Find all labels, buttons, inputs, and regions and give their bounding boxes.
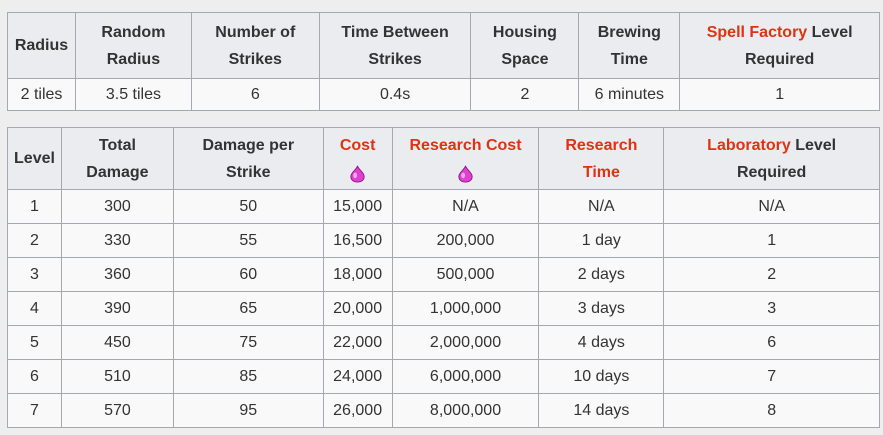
damage-per-strike-cell: 50 xyxy=(172,189,324,224)
spell-factory-link[interactable]: Spell Factory xyxy=(706,23,808,41)
damage-per-strike-cell: 60 xyxy=(172,257,324,292)
brewing-cell: 6 minutes xyxy=(578,78,681,111)
research-cost-cell: 500,000 xyxy=(391,257,540,292)
radius-header: Radius xyxy=(7,12,76,79)
table-row: 4 390 65 20,000 1,000,000 3 days 3 xyxy=(7,291,880,326)
level-cell: 3 xyxy=(7,257,62,292)
laboratory-level-cell: 6 xyxy=(663,325,880,360)
research-cost-cell: 8,000,000 xyxy=(391,393,540,428)
laboratory-level-cell: 1 xyxy=(663,223,880,258)
level-cell: 7 xyxy=(7,393,62,428)
cost-cell: 16,500 xyxy=(322,223,393,258)
damage-per-strike-cell: 95 xyxy=(172,393,324,428)
research-cost-cell: 200,000 xyxy=(391,223,540,258)
research-cost-link[interactable]: Research Cost xyxy=(409,136,522,154)
time-between-strikes-header: Time Between Strikes xyxy=(318,12,472,79)
random-radius-header: Random Radius xyxy=(74,12,192,79)
table-row: 7 570 95 26,000 8,000,000 14 days 8 xyxy=(7,393,880,428)
laboratory-level-cell: 7 xyxy=(663,359,880,394)
research-time-cell: 10 days xyxy=(538,359,665,394)
damage-per-strike-cell: 65 xyxy=(172,291,324,326)
laboratory-level-cell: 3 xyxy=(663,291,880,326)
level-cell: 4 xyxy=(7,291,62,326)
level-cell: 2 xyxy=(7,223,62,258)
laboratory-level-cell: 8 xyxy=(663,393,880,428)
table-row: 2 330 55 16,500 200,000 1 day 1 xyxy=(7,223,880,258)
research-time-cell: N/A xyxy=(538,189,665,224)
cost-cell: 24,000 xyxy=(322,359,393,394)
spell-factory-level-header: Spell Factory Level Required xyxy=(679,12,880,79)
laboratory-link[interactable]: Laboratory xyxy=(707,136,791,154)
research-cost-cell: N/A xyxy=(391,189,540,224)
radius-cell: 2 tiles xyxy=(7,78,76,111)
cost-cell: 15,000 xyxy=(322,189,393,224)
total-damage-cell: 510 xyxy=(60,359,174,394)
cost-cell: 18,000 xyxy=(322,257,393,292)
laboratory-level-header: Laboratory Level Required xyxy=(663,127,880,190)
research-cost-cell: 6,000,000 xyxy=(391,359,540,394)
table-row: 5 450 75 22,000 2,000,000 4 days 6 xyxy=(7,325,880,360)
research-time-cell: 2 days xyxy=(538,257,665,292)
levels-body: 1 300 50 15,000 N/A N/A N/A 2 330 55 16,500 200,000… xyxy=(7,189,880,428)
total-damage-cell: 300 xyxy=(60,189,174,224)
total-damage-cell: 570 xyxy=(60,393,174,428)
cost-cell: 20,000 xyxy=(322,291,393,326)
strikes-cell: 6 xyxy=(190,78,320,111)
laboratory-level-cell: N/A xyxy=(663,189,880,224)
cost-header: Cost xyxy=(322,127,393,190)
table-row: 1 300 50 15,000 N/A N/A N/A xyxy=(7,189,880,224)
research-time-link-line2[interactable]: Time xyxy=(582,163,620,181)
spell-stats-table: Radius Random Radius Number of Strikes Tim… xyxy=(7,12,880,111)
spell-factory-level-cell: 1 xyxy=(679,78,880,111)
table-row: 3 360 60 18,000 500,000 2 days 2 xyxy=(7,257,880,292)
levels-header-row: Level Total Damage Damage per Strike Cost … xyxy=(7,127,880,190)
level-cell: 6 xyxy=(7,359,62,394)
total-damage-cell: 450 xyxy=(60,325,174,360)
number-of-strikes-header: Number of Strikes xyxy=(190,12,320,79)
research-time-header: Research Time xyxy=(538,127,665,190)
research-time-cell: 4 days xyxy=(538,325,665,360)
cost-cell: 26,000 xyxy=(322,393,393,428)
elixir-drop-icon xyxy=(350,165,365,183)
level-cell: 5 xyxy=(7,325,62,360)
housing-space-header: Housing Space xyxy=(470,12,580,79)
research-cost-cell: 2,000,000 xyxy=(391,325,540,360)
damage-per-strike-cell: 55 xyxy=(172,223,324,258)
total-damage-cell: 330 xyxy=(60,223,174,258)
level-stats-table: Level Total Damage Damage per Strike Cost … xyxy=(7,127,880,428)
total-damage-header: Total Damage xyxy=(60,127,174,190)
research-time-cell: 3 days xyxy=(538,291,665,326)
research-time-cell: 14 days xyxy=(538,393,665,428)
time-between-cell: 0.4s xyxy=(318,78,472,111)
damage-per-strike-cell: 85 xyxy=(172,359,324,394)
brewing-time-header: Brewing Time xyxy=(578,12,681,79)
level-cell: 1 xyxy=(7,189,62,224)
cost-link[interactable]: Cost xyxy=(339,136,376,154)
damage-per-strike-header: Damage per Strike xyxy=(172,127,324,190)
stats-header-row: Radius Random Radius Number of Strikes Tim… xyxy=(7,12,880,79)
cost-cell: 22,000 xyxy=(322,325,393,360)
damage-per-strike-cell: 75 xyxy=(172,325,324,360)
elixir-drop-icon xyxy=(458,165,473,183)
research-time-link[interactable]: Research xyxy=(565,136,638,154)
random-radius-cell: 3.5 tiles xyxy=(74,78,192,111)
research-cost-header: Research Cost xyxy=(391,127,540,190)
level-header: Level xyxy=(7,127,62,190)
laboratory-level-cell: 2 xyxy=(663,257,880,292)
table-row: 6 510 85 24,000 6,000,000 10 days 7 xyxy=(7,359,880,394)
stats-row: 2 tiles 3.5 tiles 6 0.4s 2 6 minutes 1 xyxy=(7,78,880,111)
research-cost-cell: 1,000,000 xyxy=(391,291,540,326)
research-time-cell: 1 day xyxy=(538,223,665,258)
housing-cell: 2 xyxy=(470,78,580,111)
total-damage-cell: 390 xyxy=(60,291,174,326)
total-damage-cell: 360 xyxy=(60,257,174,292)
